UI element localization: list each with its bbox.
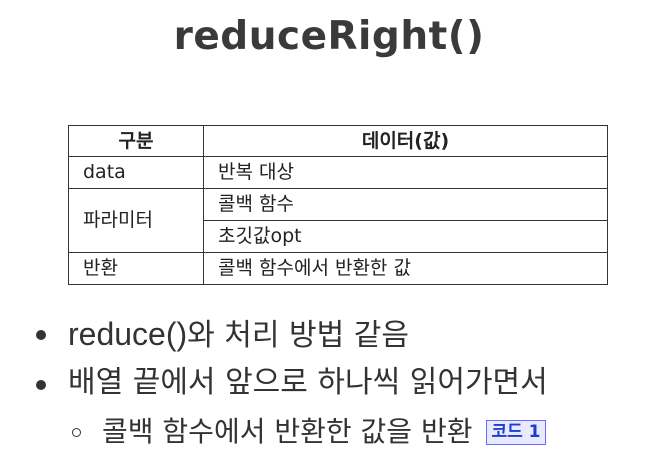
code-link-button[interactable]: 코드 1 [486,420,546,446]
table-row: data 반복 대상 [68,156,608,189]
bullet-text: 와 처리 방법 같음 [187,318,409,353]
slide-title: reduceRight() [173,14,485,59]
bullet-circle-icon [72,428,81,437]
bullet-item: reduce()와 처리 방법 같음 [30,318,655,368]
sub-bullet-text: 콜백 함수에서 반환한 값을 반환 [102,415,473,448]
table-row: 파라미터 콜백 함수 [68,188,608,253]
bullet-text: 배열 끝에서 앞으로 하나씩 읽어가면서 [68,365,548,400]
bullet-dot-icon [36,380,46,390]
bullet-item: 배열 끝에서 앞으로 하나씩 읽어가면서 [30,368,655,418]
header-value: 데이터(값) [203,125,608,157]
table-row: 반환 콜백 함수에서 반환한 값 [68,252,608,285]
sub-bullet-item: 콜백 함수에서 반환한 값을 반환 코드 1 [30,418,655,462]
row-value-return: 콜백 함수에서 반환한 값 [203,252,608,285]
table-row: 초깃값opt [69,220,608,253]
info-table: 구분 데이터(값) data 반복 대상 파라미터 콜백 함수 초깃값opt 반… [68,125,608,285]
row-label-return: 반환 [68,252,204,285]
bullet-list: reduce()와 처리 방법 같음 배열 끝에서 앞으로 하나씩 읽어가면서 … [30,318,655,462]
bullet-dot-icon [36,330,46,340]
row-label-data: data [68,156,204,189]
table-header-row: 구분 데이터(값) [68,125,608,157]
header-category: 구분 [68,125,204,157]
row-label-params: 파라미터 [68,188,204,253]
row-value-initial: 초깃값opt [203,220,608,253]
row-value-callback: 콜백 함수 [203,188,608,221]
row-value-data: 반복 대상 [203,156,608,189]
bullet-code-text: reduce() [68,316,188,352]
